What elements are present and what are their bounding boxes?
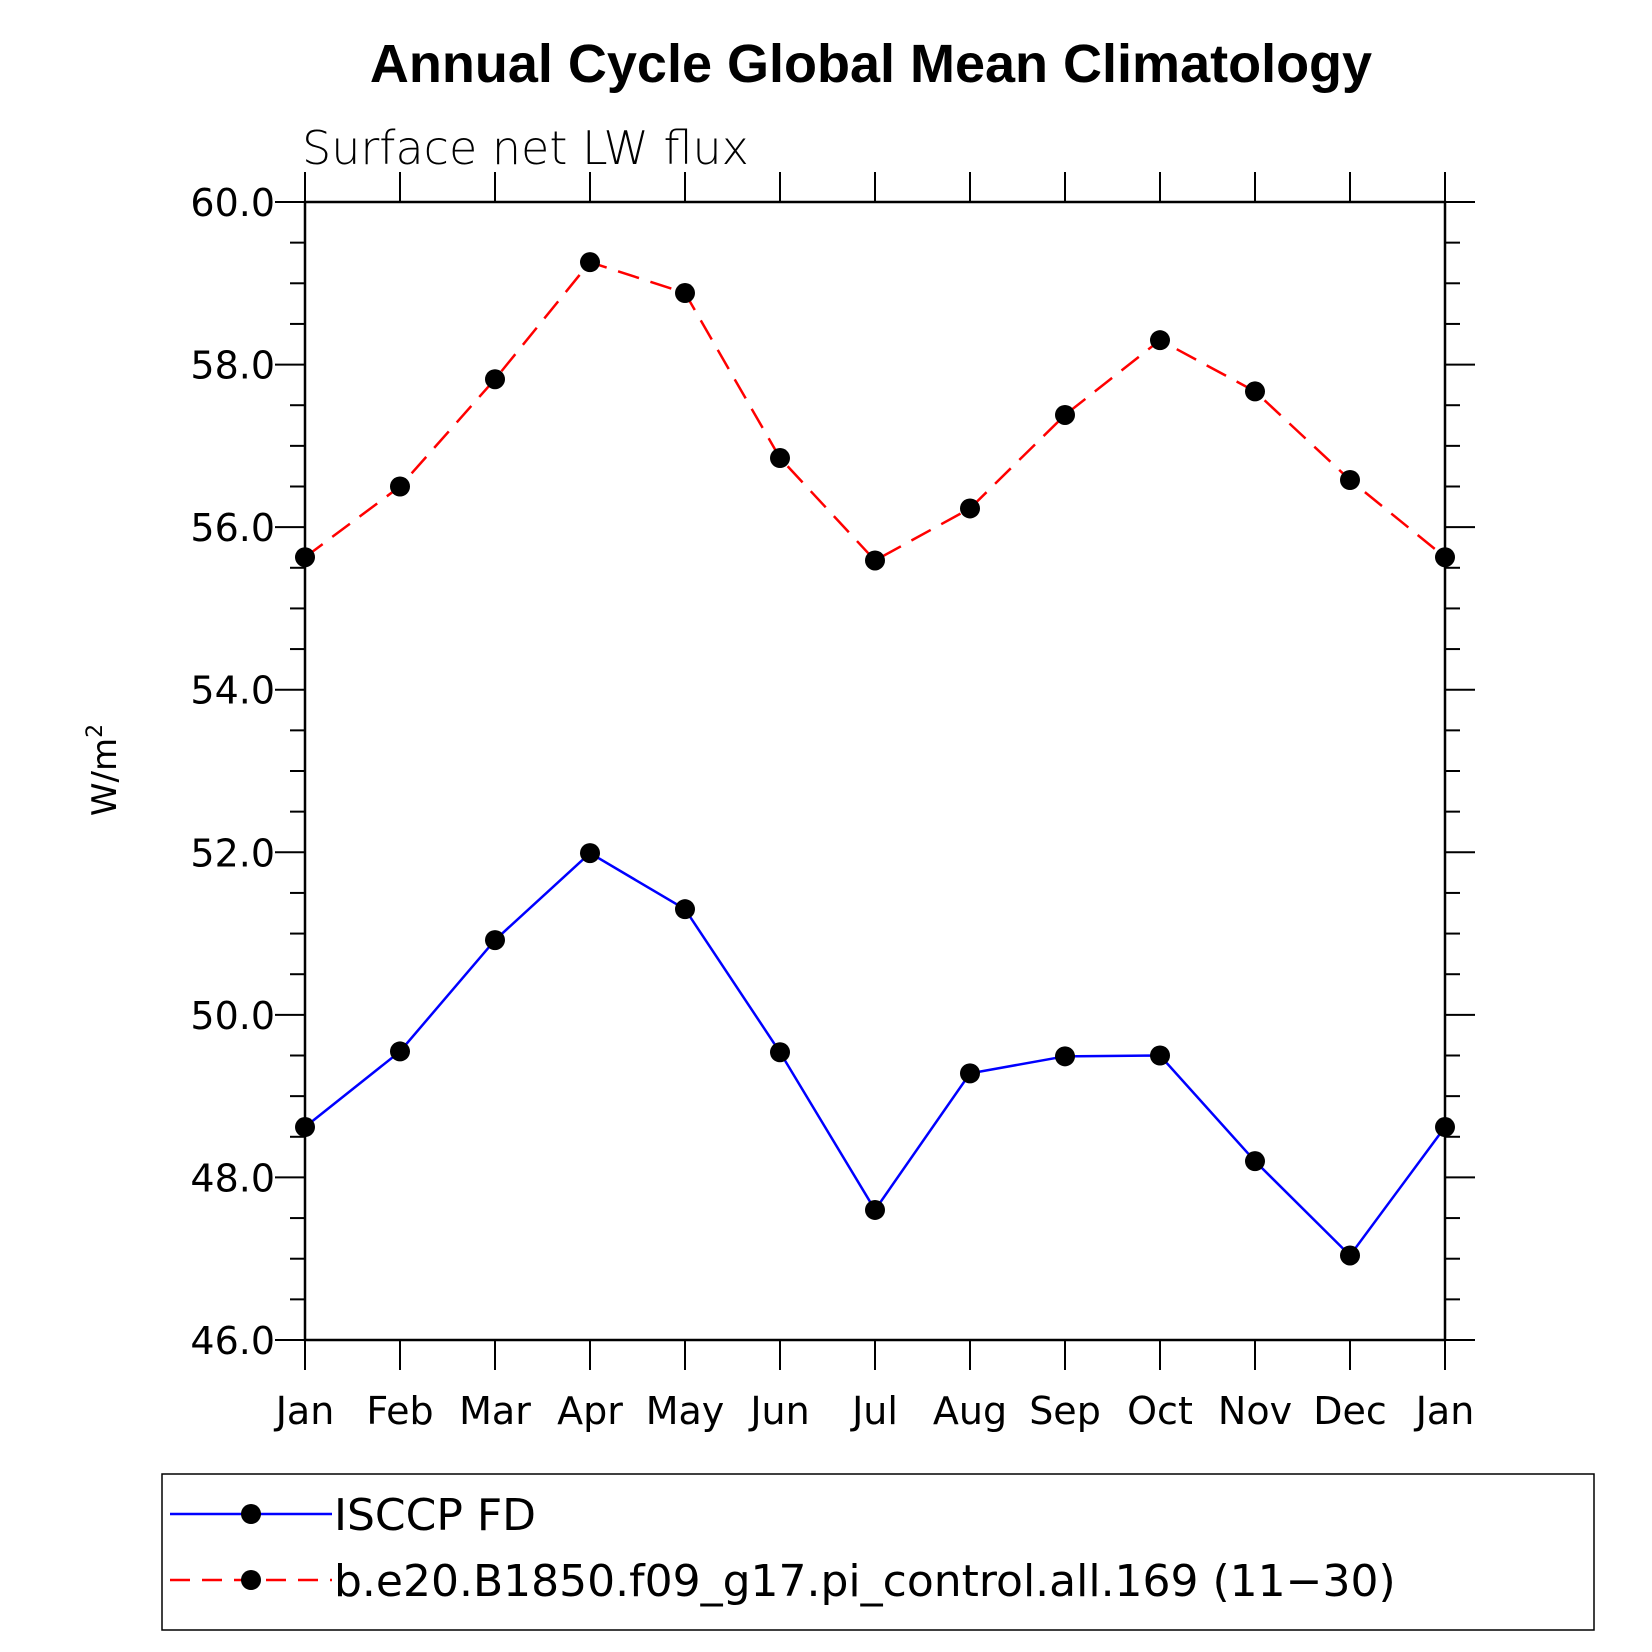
data-point: [770, 1042, 790, 1063]
data-point: [1245, 381, 1265, 402]
y-axis-label-unit: W/m: [85, 738, 125, 816]
y-tick-label: 54.0: [190, 669, 275, 713]
x-tick-label: Dec: [1313, 1389, 1387, 1433]
data-point: [675, 899, 695, 920]
x-tick-label: Oct: [1127, 1389, 1193, 1433]
x-tick-label: Jan: [274, 1389, 335, 1433]
data-point: [675, 283, 695, 304]
data-point: [485, 930, 505, 951]
data-point: [770, 448, 790, 469]
y-axis-label-sup: 2: [83, 724, 108, 738]
x-tick-label: Jul: [850, 1389, 898, 1433]
y-tick-label: 60.0: [190, 181, 275, 225]
data-point: [1055, 404, 1075, 425]
data-point: [295, 547, 315, 568]
plot-frame: [303, 200, 1447, 1342]
y-tick-label: 56.0: [190, 506, 275, 550]
series-line-0: [304, 851, 1447, 1258]
x-tick-label: Sep: [1029, 1389, 1101, 1433]
x-tick-label: Mar: [459, 1389, 531, 1433]
x-tick-label: May: [646, 1389, 725, 1433]
legend: ISCCP FD b.e20.B1850.f09_g17.pi_control.a…: [170, 1490, 1396, 1607]
series-line-1: [304, 260, 1446, 563]
x-tick-label: Jan: [1414, 1389, 1475, 1433]
data-point: [1055, 1046, 1075, 1067]
data-point: [1245, 1151, 1265, 1172]
data-point: [1150, 330, 1170, 351]
y-axis-label: W/m2: [83, 724, 125, 816]
y-tick-label: 46.0: [190, 1319, 275, 1363]
data-point: [390, 476, 410, 497]
data-point: [485, 369, 505, 390]
y-tick-label: 58.0: [190, 344, 275, 388]
legend-marker-0: [241, 1504, 261, 1524]
data-point: [960, 498, 980, 519]
plot-axes: 46.0 48.0 50.0 52.0 54.0 56.0 58.0 60.0 Jan Feb Ma…: [190, 172, 1475, 1433]
legend-label-1: b.e20.B1850.f09_g17.pi_control.all.169 (…: [334, 1556, 1396, 1607]
data-point: [865, 1199, 885, 1220]
data-point: [865, 550, 885, 571]
data-point: [295, 1117, 315, 1138]
data-point: [1435, 1117, 1455, 1138]
data-point: [580, 843, 600, 864]
chart-subtitle: Surface net LW flux: [302, 121, 749, 175]
x-tick-label: Apr: [557, 1389, 623, 1433]
legend-box: [161, 1473, 1595, 1631]
x-tick-label: Jun: [748, 1389, 809, 1433]
data-point: [1340, 469, 1360, 490]
y-tick-label: 48.0: [190, 1156, 275, 1200]
x-tick-label: Nov: [1218, 1389, 1292, 1433]
x-tick-label: Feb: [366, 1389, 433, 1433]
data-point: [1150, 1045, 1170, 1066]
x-tick-label: Aug: [933, 1389, 1007, 1433]
data-point: [580, 252, 600, 273]
legend-marker-1: [241, 1570, 261, 1590]
series-layer: [295, 252, 1455, 1266]
chart-title: Annual Cycle Global Mean Climatology: [370, 34, 1372, 94]
data-point: [390, 1041, 410, 1062]
y-tick-label: 50.0: [190, 994, 275, 1038]
data-point: [1340, 1245, 1360, 1266]
legend-label-0: ISCCP FD: [334, 1490, 536, 1541]
data-point: [960, 1063, 980, 1084]
data-point: [1435, 547, 1455, 568]
y-tick-label: 52.0: [190, 831, 275, 875]
